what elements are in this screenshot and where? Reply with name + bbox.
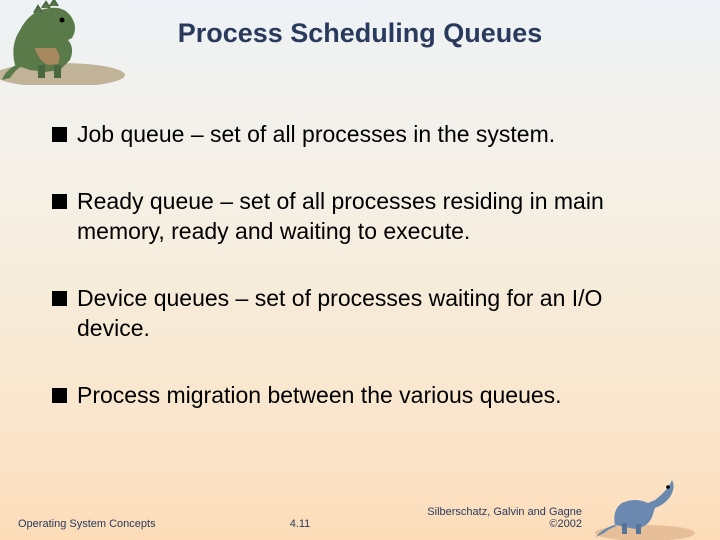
- bullet-marker-icon: [52, 127, 67, 142]
- footer-left: Operating System Concepts: [18, 518, 206, 530]
- bullet-item: Process migration between the various qu…: [52, 381, 680, 410]
- bullet-text: Ready queue – set of all processes resid…: [77, 187, 680, 246]
- bullet-item: Ready queue – set of all processes resid…: [52, 187, 680, 246]
- footer-right: Silberschatz, Galvin and Gagne ©2002: [394, 506, 702, 530]
- bullet-marker-icon: [52, 194, 67, 209]
- slide-footer: Operating System Concepts 4.11 Silbersch…: [0, 506, 720, 530]
- bullet-text: Device queues – set of processes waiting…: [77, 284, 680, 343]
- bullet-item: Device queues – set of processes waiting…: [52, 284, 680, 343]
- footer-center: 4.11: [206, 518, 394, 530]
- slide-title: Process Scheduling Queues: [0, 18, 720, 49]
- bullet-marker-icon: [52, 388, 67, 403]
- bullet-text: Job queue – set of all processes in the …: [77, 120, 680, 149]
- bullet-text: Process migration between the various qu…: [77, 381, 680, 410]
- bullet-marker-icon: [52, 291, 67, 306]
- slide-content: Job queue – set of all processes in the …: [52, 120, 680, 449]
- bullet-item: Job queue – set of all processes in the …: [52, 120, 680, 149]
